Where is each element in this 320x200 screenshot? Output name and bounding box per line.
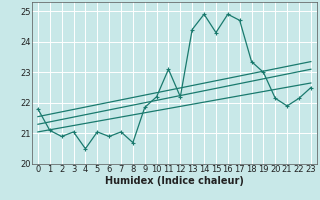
X-axis label: Humidex (Indice chaleur): Humidex (Indice chaleur) [105,176,244,186]
